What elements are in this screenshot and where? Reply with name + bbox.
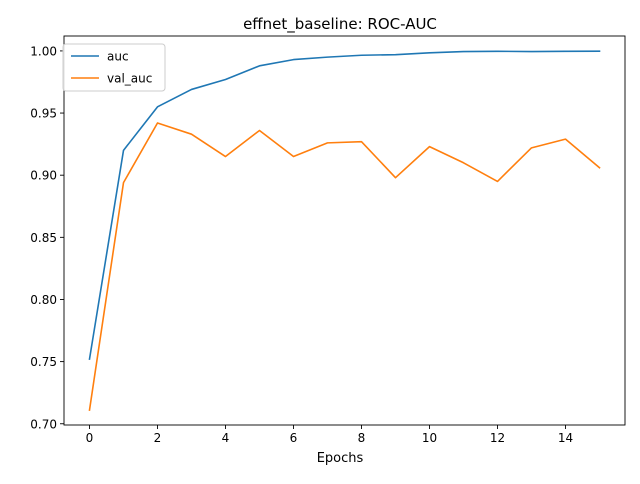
x-tick-label: 0: [86, 431, 94, 445]
x-tick-label: 10: [422, 431, 437, 445]
legend-label-auc: auc: [107, 50, 129, 64]
x-tick-label: 14: [558, 431, 573, 445]
chart-title: effnet_baseline: ROC-AUC: [243, 15, 437, 34]
y-tick-label: 0.90: [30, 169, 57, 183]
y-tick-label: 0.75: [30, 355, 57, 369]
plot-area: 0 2 4 6 8 10 12 14 0.70 0.75 0.80 0.85 0.90 0.95 1.00 a…: [30, 35, 626, 445]
x-tick-label: 4: [222, 431, 230, 445]
legend-label-val-auc: val_auc: [107, 72, 152, 86]
y-tick-label: 0.80: [30, 293, 57, 307]
x-axis-label: Epochs: [317, 451, 364, 466]
x-tick-label: 2: [154, 431, 162, 445]
x-tick-label: 6: [290, 431, 298, 445]
y-tick-label: 0.85: [30, 231, 57, 245]
series-line-val-auc: [88, 122, 601, 411]
x-tick-label: 8: [358, 431, 366, 445]
series-line-auc: [88, 50, 601, 361]
axes-frame: [63, 35, 626, 426]
y-tick-label: 0.70: [30, 417, 57, 431]
y-tick-label: 0.95: [30, 107, 57, 121]
x-tick-label: 12: [490, 431, 505, 445]
y-tick-label: 1.00: [30, 44, 57, 58]
